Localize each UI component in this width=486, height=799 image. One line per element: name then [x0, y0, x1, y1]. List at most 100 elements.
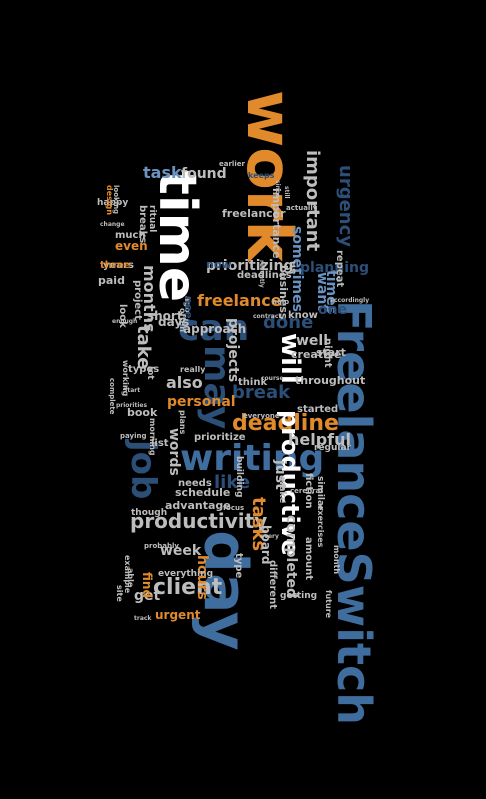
cloud-word: cerebral	[290, 487, 323, 495]
cloud-word: everyone	[243, 412, 280, 420]
cloud-word: earlier	[219, 160, 245, 168]
cloud-word: really	[180, 365, 206, 374]
cloud-word: keeps	[248, 171, 275, 180]
cloud-word: often	[178, 308, 187, 332]
cloud-word: work	[233, 90, 306, 263]
cloud-word: deadlines	[237, 270, 292, 281]
cloud-word: plans	[178, 410, 187, 435]
cloud-word: urgency	[335, 165, 356, 247]
cloud-word: years	[103, 260, 134, 271]
cloud-word: us	[287, 261, 298, 274]
cloud-word: needs	[178, 478, 212, 489]
cloud-word: found	[181, 166, 227, 182]
cloud-word: getting	[280, 591, 317, 601]
cloud-word: ritual	[147, 205, 157, 232]
cloud-word: course	[261, 375, 284, 382]
cloud-word: probably	[144, 542, 179, 550]
cloud-word: FreelanceSwitch	[327, 300, 381, 725]
cloud-word: start	[316, 346, 346, 359]
cloud-word: similar	[315, 476, 325, 511]
cloud-word: hours	[194, 555, 210, 600]
cloud-word: need	[182, 296, 195, 327]
cloud-word: urgent	[155, 608, 201, 622]
cloud-word: priorities	[116, 402, 147, 409]
cloud-word: think	[238, 377, 267, 388]
cloud-word: example	[123, 555, 132, 594]
cloud-word: though	[131, 508, 167, 518]
cloud-word: take	[133, 325, 154, 369]
cloud-word: creative	[291, 348, 342, 361]
cloud-word: looking	[112, 185, 120, 214]
cloud-word: regular	[314, 443, 352, 453]
cloud-word: even	[115, 239, 148, 253]
cloud-word: types	[128, 364, 159, 375]
cloud-word: breaks	[137, 205, 148, 243]
cloud-word: like	[214, 472, 250, 493]
cloud-word: working	[121, 360, 130, 397]
cloud-word: break	[232, 382, 291, 403]
cloud-word: importance	[270, 188, 283, 259]
cloud-word: help	[272, 298, 289, 306]
cloud-word: list	[151, 438, 169, 449]
cloud-word: deadline	[232, 411, 339, 436]
cloud-word: started	[297, 404, 338, 415]
cloud-word: wake	[277, 477, 287, 503]
cloud-word: lot	[145, 366, 155, 380]
cloud-word: just	[272, 459, 288, 490]
cloud-word: writing	[180, 438, 324, 479]
cloud-word: days	[158, 315, 189, 329]
cloud-word: morning	[148, 418, 157, 456]
cloud-word: tasks	[248, 497, 269, 551]
cloud-word: future	[324, 590, 333, 619]
cloud-word: completed	[283, 515, 299, 598]
cloud-word: client	[153, 575, 223, 600]
cloud-word: job	[123, 438, 163, 499]
cloud-word: ago	[183, 296, 192, 313]
cloud-word: also	[166, 373, 203, 392]
cloud-word: done	[263, 312, 313, 333]
cloud-word: look	[117, 304, 128, 328]
cloud-word: repeat	[334, 250, 345, 287]
cloud-word: enough	[112, 318, 137, 325]
cloud-word: productive	[276, 410, 304, 556]
cloud-word: task	[143, 163, 182, 182]
cloud-word: planning	[300, 260, 369, 276]
cloud-word: board	[259, 525, 273, 564]
cloud-word: times	[323, 270, 339, 314]
cloud-word: amount	[303, 537, 314, 580]
cloud-word: well	[296, 333, 328, 349]
cloud-word: project	[132, 280, 143, 320]
cloud-word: time	[147, 170, 207, 302]
cloud-word: find	[140, 572, 154, 598]
cloud-word: month	[332, 545, 341, 574]
cloud-word: helpful	[288, 430, 351, 449]
cloud-word: business	[277, 265, 290, 320]
cloud-word: able	[126, 568, 135, 588]
cloud-word: everything	[158, 569, 213, 579]
cloud-word: personal	[167, 394, 236, 410]
cloud-word: recently	[258, 260, 265, 288]
cloud-word: paying	[120, 432, 146, 440]
cloud-word: words	[166, 428, 182, 476]
cloud-word: book	[127, 406, 158, 419]
cloud-word: throughout	[295, 374, 365, 387]
cloud-word: fiction	[303, 473, 314, 509]
cloud-word: approach	[183, 322, 246, 336]
cloud-word: week	[160, 543, 202, 559]
cloud-word: short	[147, 309, 183, 323]
cloud-word: track	[134, 615, 152, 622]
cloud-word: change	[100, 221, 125, 228]
cloud-word: projects	[225, 318, 241, 382]
cloud-word: get	[134, 588, 161, 604]
cloud-word: may	[196, 345, 237, 429]
cloud-word: one	[318, 302, 347, 318]
cloud-word: night	[322, 338, 333, 368]
cloud-word: different	[267, 560, 278, 609]
cloud-word: complete	[108, 378, 116, 415]
cloud-word: know	[288, 310, 318, 321]
cloud-word: three	[100, 260, 131, 271]
cloud-word: can	[178, 308, 249, 349]
cloud-word: Start	[123, 387, 140, 394]
cloud-word: every	[260, 533, 279, 540]
cloud-word: important	[302, 150, 323, 252]
